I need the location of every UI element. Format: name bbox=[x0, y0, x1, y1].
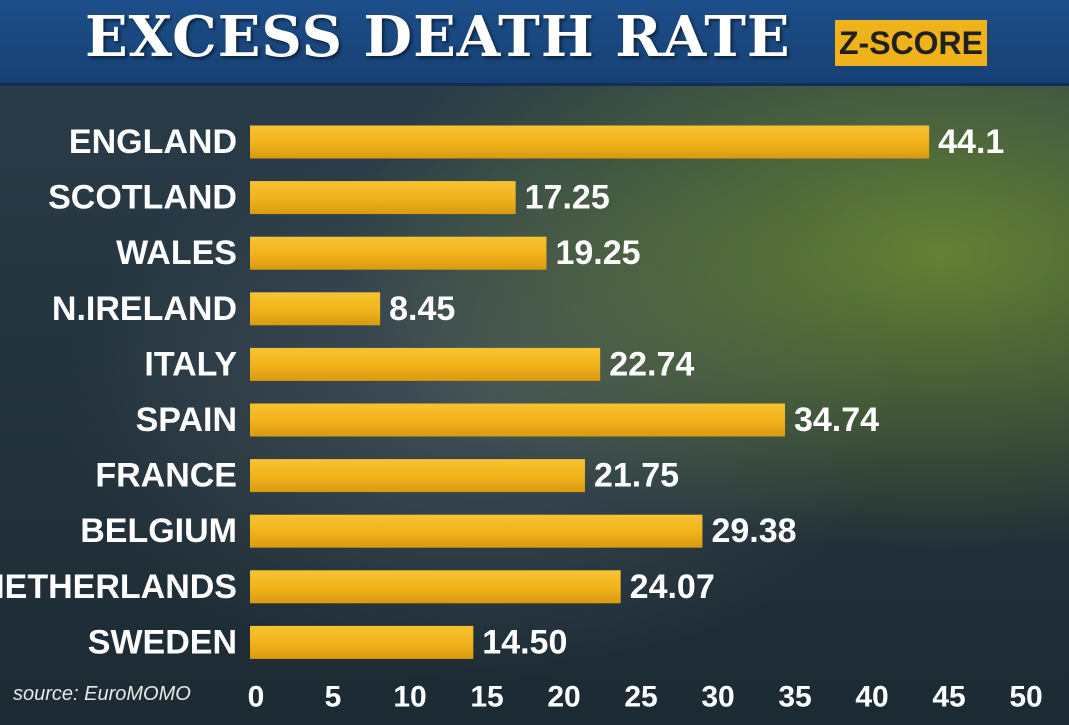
x-tick-label: 20 bbox=[547, 681, 580, 714]
category-label: SPAIN bbox=[136, 401, 237, 439]
bar bbox=[250, 181, 516, 215]
value-label: 17.25 bbox=[525, 179, 610, 217]
bar bbox=[250, 236, 547, 270]
x-tick-label: 40 bbox=[855, 681, 888, 714]
bar bbox=[250, 570, 621, 604]
chart-title: EXCESS DEATH RATE bbox=[85, 4, 791, 70]
value-label: 22.74 bbox=[609, 345, 694, 383]
x-tick-label: 15 bbox=[470, 681, 503, 714]
x-tick-label: 45 bbox=[932, 681, 965, 714]
value-label: 24.07 bbox=[630, 568, 715, 606]
x-tick-label: 25 bbox=[624, 681, 657, 714]
bar bbox=[250, 514, 703, 548]
x-tick-label: 50 bbox=[1009, 681, 1042, 714]
x-tick-label: 5 bbox=[325, 681, 342, 714]
category-label: NETHERLANDS bbox=[0, 568, 237, 606]
category-label: ITALY bbox=[144, 345, 237, 383]
bar bbox=[250, 347, 601, 381]
source-note: source: EuroMOMO bbox=[13, 683, 191, 705]
value-label: 21.75 bbox=[594, 457, 679, 495]
bar bbox=[250, 625, 474, 659]
bar bbox=[250, 403, 785, 437]
category-label: ENGLAND bbox=[69, 123, 237, 161]
metric-badge: Z-SCORE bbox=[835, 20, 987, 66]
category-label: SCOTLAND bbox=[48, 179, 237, 217]
category-label: FRANCE bbox=[95, 457, 237, 495]
value-label: 44.1 bbox=[938, 123, 1004, 161]
value-label: 8.45 bbox=[389, 290, 455, 328]
value-label: 19.25 bbox=[555, 234, 640, 272]
bar bbox=[250, 125, 930, 159]
x-tick-label: 35 bbox=[778, 681, 811, 714]
value-label: 34.74 bbox=[794, 401, 879, 439]
category-label: BELGIUM bbox=[80, 512, 237, 550]
header-banner: EXCESS DEATH RATE Z-SCORE bbox=[0, 0, 1069, 86]
bar bbox=[250, 459, 585, 493]
category-label: WALES bbox=[116, 234, 237, 272]
x-tick-label: 0 bbox=[248, 681, 265, 714]
x-tick-label: 10 bbox=[393, 681, 426, 714]
bar bbox=[250, 292, 381, 326]
x-tick-label: 30 bbox=[701, 681, 734, 714]
value-label: 29.38 bbox=[711, 512, 796, 550]
value-label: 14.50 bbox=[482, 623, 567, 661]
category-label: N.IRELAND bbox=[52, 290, 237, 328]
category-label: SWEDEN bbox=[88, 623, 237, 661]
